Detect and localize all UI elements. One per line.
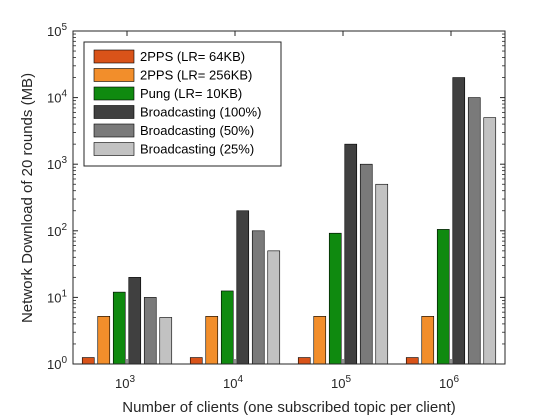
bar	[421, 316, 435, 365]
bar	[205, 316, 219, 365]
y-tick-label: 104	[47, 89, 67, 106]
bar	[328, 232, 342, 365]
legend-label: Broadcasting (25%)	[140, 142, 254, 157]
y-tick-label: 103	[47, 155, 67, 172]
bar	[452, 77, 466, 365]
bar	[359, 163, 373, 365]
bar	[344, 143, 358, 365]
bar	[236, 210, 250, 365]
bar	[297, 357, 311, 365]
bar	[251, 230, 265, 365]
legend-swatch	[93, 49, 135, 64]
legend: 2PPS (LR= 64KB) 2PPS (LR= 256KB) Pung (LR=…	[83, 41, 282, 167]
bar	[81, 357, 95, 365]
x-tick-label: 103	[115, 374, 135, 391]
legend-swatch	[93, 68, 135, 82]
bar	[159, 317, 173, 365]
y-tick-label: 102	[47, 222, 67, 239]
legend-swatch	[93, 86, 135, 101]
bars-group	[81, 77, 497, 365]
bar	[220, 290, 234, 365]
x-tick-label: 104	[223, 374, 243, 391]
bar	[267, 250, 281, 365]
bar	[483, 117, 497, 365]
legend-swatch	[93, 142, 135, 156]
legend-label: Pung (LR= 10KB)	[140, 86, 242, 101]
bar	[467, 97, 481, 365]
bar	[405, 357, 419, 365]
legend-label: Broadcasting (100%)	[140, 105, 261, 120]
plot-frame	[72, 30, 506, 365]
bar	[97, 316, 111, 365]
bar	[128, 277, 142, 365]
y-axis-label: Network Download of 20 rounds (MB)	[19, 73, 36, 323]
bar	[375, 183, 389, 365]
bar	[143, 297, 157, 365]
bar	[313, 316, 327, 365]
bar	[436, 229, 450, 365]
x-tick-label: 105	[331, 374, 351, 391]
bar	[189, 357, 203, 365]
legend-label: 2PPS (LR= 64KB)	[140, 49, 245, 64]
bar	[112, 291, 126, 365]
x-axis-label: Number of clients (one subscribed topic …	[122, 399, 456, 416]
legend-label: Broadcasting (50%)	[140, 123, 254, 138]
legend-label: 2PPS (LR= 256KB)	[140, 68, 252, 83]
y-tick-label: 100	[47, 355, 67, 372]
x-tick-label: 106	[439, 374, 459, 391]
y-tick-label: 101	[47, 288, 67, 305]
x-axis-ticks: 103 104 105 106	[115, 31, 459, 391]
legend-swatch	[93, 105, 135, 119]
legend-swatch	[93, 123, 135, 138]
y-tick-label: 105	[47, 22, 67, 39]
